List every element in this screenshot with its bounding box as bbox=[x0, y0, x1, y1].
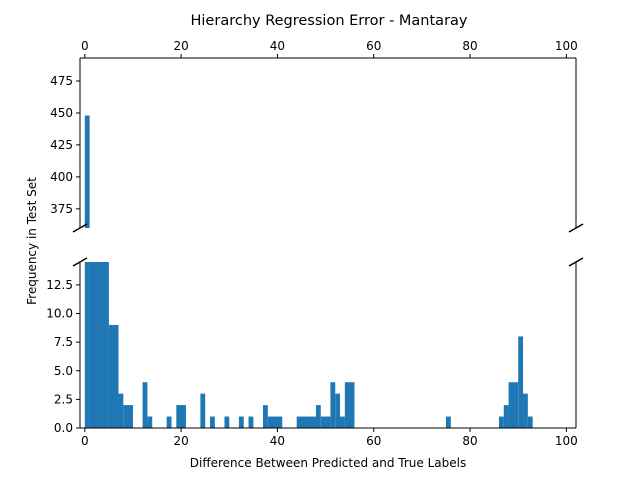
y-tick-label-bottom-7.5: 7.5 bbox=[54, 335, 73, 349]
bar-bottom-8 bbox=[176, 405, 186, 428]
bar-bottom-3 bbox=[118, 393, 124, 428]
x-tick-label-top-60: 60 bbox=[366, 39, 381, 53]
bar-bottom-2 bbox=[108, 324, 119, 428]
x-tick-label-top-0: 0 bbox=[81, 39, 89, 53]
bar-bottom-11 bbox=[224, 416, 230, 428]
y-axis-label: Frequency in Test Set bbox=[25, 177, 39, 305]
bar-bottom-14 bbox=[262, 405, 268, 428]
bar-bottom-18 bbox=[320, 416, 331, 428]
y-tick-label-top-450: 450 bbox=[50, 106, 73, 120]
y-tick-label-bottom-5: 5.0 bbox=[54, 364, 73, 378]
bar-bottom-22 bbox=[344, 382, 355, 428]
x-tick-label-bottom-20: 20 bbox=[173, 434, 188, 448]
axis-break-marks bbox=[72, 223, 584, 267]
y-tick-label-top-400: 400 bbox=[50, 170, 73, 184]
bar-bottom-7 bbox=[166, 416, 172, 428]
bar-bottom-0 bbox=[84, 262, 90, 428]
break-mark-3 bbox=[568, 257, 584, 267]
bar-bottom-24 bbox=[498, 416, 504, 428]
bar-top-0 bbox=[84, 115, 90, 228]
bottom-panel: 0 20 40 60 80 100 0.0 2.5 5.0 7.5 10.0 12.5 bbox=[46, 262, 578, 448]
bar-bottom-6 bbox=[147, 416, 153, 428]
y-tick-label-bottom-10: 10.0 bbox=[46, 307, 73, 321]
y-tick-label-top-375: 375 bbox=[50, 202, 73, 216]
bar-bottom-12 bbox=[238, 416, 244, 428]
bar-bottom-15 bbox=[267, 416, 283, 428]
break-mark-1 bbox=[568, 223, 584, 233]
chart-title: Hierarchy Regression Error - Mantaray bbox=[191, 13, 468, 29]
y-tick-label-bottom-12.5: 12.5 bbox=[46, 278, 73, 292]
x-tick-label-bottom-40: 40 bbox=[270, 434, 285, 448]
bar-bottom-17 bbox=[315, 405, 321, 428]
bar-bottom-26 bbox=[508, 382, 519, 428]
bar-bottom-13 bbox=[248, 416, 254, 428]
x-tick-label-top-40: 40 bbox=[270, 39, 285, 53]
bar-bottom-1 bbox=[89, 262, 109, 428]
bar-bottom-10 bbox=[210, 416, 215, 428]
break-mark-2 bbox=[72, 257, 88, 267]
bar-bottom-23 bbox=[445, 416, 451, 428]
bar-bottom-21 bbox=[340, 416, 345, 428]
bar-bottom-19 bbox=[330, 382, 336, 428]
x-tick-label-bottom-100: 100 bbox=[555, 434, 578, 448]
x-tick-label-top-80: 80 bbox=[462, 39, 477, 53]
bar-bottom-25 bbox=[503, 405, 509, 428]
break-mark-0 bbox=[72, 223, 88, 233]
bar-bottom-5 bbox=[142, 382, 148, 428]
y-tick-label-bottom-2.5: 2.5 bbox=[54, 392, 73, 406]
bar-bottom-29 bbox=[527, 416, 533, 428]
x-tick-label-top-20: 20 bbox=[173, 39, 188, 53]
x-tick-label-top-100: 100 bbox=[555, 39, 578, 53]
x-tick-label-bottom-80: 80 bbox=[462, 434, 477, 448]
x-tick-label-bottom-0: 0 bbox=[81, 434, 89, 448]
bar-bottom-27 bbox=[518, 336, 524, 428]
x-axis-label: Difference Between Predicted and True La… bbox=[190, 456, 466, 470]
bar-bottom-4 bbox=[123, 405, 133, 428]
y-tick-label-top-475: 475 bbox=[50, 74, 73, 88]
top-panel: 0 20 40 60 80 100 375 400 425 450 475 bbox=[50, 39, 578, 228]
bar-bottom-20 bbox=[335, 393, 341, 428]
y-tick-label-bottom-0: 0.0 bbox=[54, 421, 73, 435]
y-tick-label-top-425: 425 bbox=[50, 138, 73, 152]
bar-bottom-16 bbox=[296, 416, 316, 428]
x-tick-label-bottom-60: 60 bbox=[366, 434, 381, 448]
bar-bottom-9 bbox=[200, 393, 206, 428]
bar-bottom-28 bbox=[523, 393, 528, 428]
